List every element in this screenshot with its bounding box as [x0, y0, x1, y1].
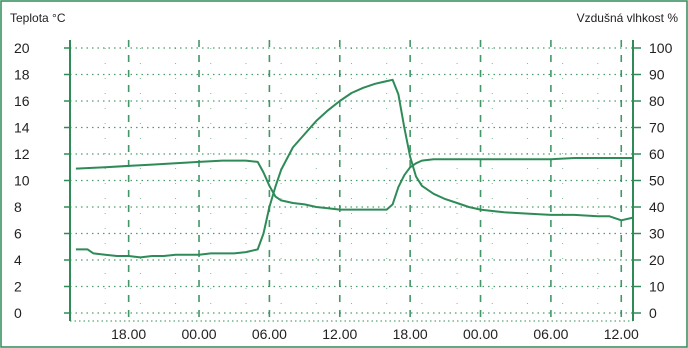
- x-tick-label: 12.00: [604, 326, 639, 342]
- left-axis-title: Teplota °C: [10, 11, 66, 25]
- left-tick-label: 0: [14, 305, 22, 321]
- left-tick-label: 14: [14, 120, 30, 136]
- series-line-1: [75, 157, 633, 211]
- right-tick-label: 10: [649, 279, 665, 295]
- x-tick-label: 06.00: [533, 326, 568, 342]
- left-tick-label: 8: [14, 199, 22, 215]
- right-tick-label: 60: [649, 146, 665, 162]
- x-tick-label: 00.00: [463, 326, 498, 342]
- series-layer: [75, 78, 634, 259]
- left-tick-label: 18: [14, 67, 30, 83]
- right-axis-title: Vzdušná vlhkost %: [577, 11, 679, 25]
- x-tick-label: 12.00: [322, 326, 357, 342]
- right-tick-label: 20: [649, 252, 665, 268]
- left-tick-label: 2: [14, 279, 22, 295]
- x-tick-label: 18.00: [393, 326, 428, 342]
- grid: [69, 40, 634, 321]
- left-tick-label: 12: [14, 146, 30, 162]
- series-line-2: [75, 78, 634, 259]
- right-tick-label: 70: [649, 120, 665, 136]
- right-tick-label: 40: [649, 199, 665, 215]
- left-tick-label: 10: [14, 173, 30, 189]
- axes: [64, 40, 641, 322]
- right-tick-label: 90: [649, 67, 665, 83]
- right-tick-label: 50: [649, 173, 665, 189]
- x-tick-label: 00.00: [181, 326, 216, 342]
- right-tick-label: 0: [649, 305, 657, 321]
- right-tick-label: 30: [649, 226, 665, 242]
- x-tick-label: 06.00: [252, 326, 287, 342]
- tick-labels: 2018161412108642010090807060504030201001…: [14, 40, 673, 342]
- left-tick-label: 20: [14, 40, 30, 56]
- left-tick-label: 16: [14, 93, 30, 109]
- x-tick-label: 18.00: [111, 326, 146, 342]
- left-tick-label: 6: [14, 226, 22, 242]
- right-tick-label: 100: [649, 40, 673, 56]
- left-tick-label: 4: [14, 252, 22, 268]
- right-tick-label: 80: [649, 93, 665, 109]
